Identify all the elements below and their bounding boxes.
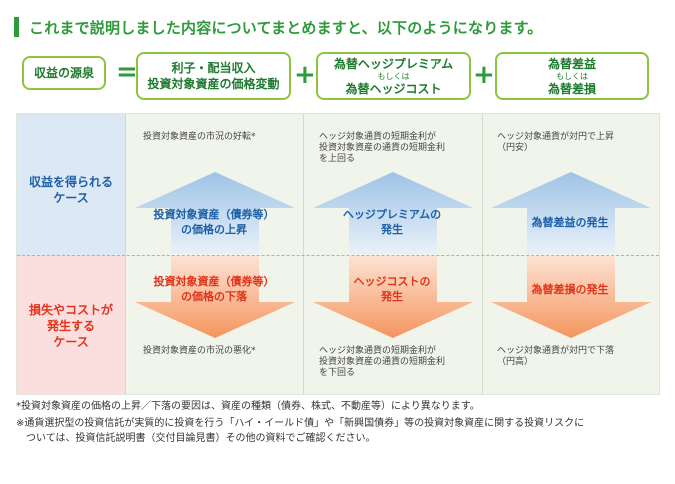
col2-down-label: ヘッジコストの 発生 bbox=[353, 275, 431, 303]
heading-text: これまで説明しました内容についてまとめますと、以下のようになります。 bbox=[29, 18, 543, 37]
col-divider-1 bbox=[125, 114, 126, 394]
col2-top-desc: ヘッジ対象通貨の短期金利が 投資対象資産の通貨の短期金利 を上回る bbox=[319, 132, 446, 164]
gain-row-label: 収益を得られる ケース bbox=[28, 175, 113, 205]
term2-b: 為替ヘッジコスト bbox=[345, 81, 442, 96]
col3-up-label: 為替差益の発生 bbox=[531, 216, 609, 229]
summary-matrix: 収益を得られる ケース 損失やコストが 発生する ケース 投資対象資産の市況の好転* … bbox=[16, 113, 660, 395]
footnote-asterisk: *投資対象資産の価格の上昇／下落の要因は、資産の種類（債券、株式、不動産等）によ… bbox=[16, 401, 480, 412]
col3-top-desc: ヘッジ対象通貨が対円で上昇 （円安） bbox=[497, 132, 615, 153]
term1-line2: 投資対象資産の価格変動 bbox=[147, 77, 280, 91]
term-box-1: 利子・配当収入 投資対象資産の価格変動 bbox=[136, 52, 291, 100]
term1-line1: 利子・配当収入 bbox=[171, 61, 256, 75]
col2-up-label: ヘッジプレミアムの 発生 bbox=[342, 208, 442, 236]
col1-up-label: 投資対象資産（債券等） の価格の上昇 bbox=[153, 208, 275, 236]
gain-row-header bbox=[17, 114, 125, 255]
term3-b: 為替差損 bbox=[547, 81, 596, 96]
col-divider-2 bbox=[303, 114, 304, 394]
source-box: 収益の源泉 bbox=[22, 56, 106, 90]
term3-a: 為替差益 bbox=[547, 56, 596, 71]
loss-row-header bbox=[17, 255, 125, 394]
term3-or: もしくは bbox=[556, 71, 588, 81]
heading-bar bbox=[14, 17, 19, 37]
term-box-3: 為替差益 もしくは 為替差損 bbox=[495, 52, 649, 100]
col1-down-label: 投資対象資産（債券等） の価格の下落 bbox=[153, 275, 275, 303]
col3-bottom-desc: ヘッジ対象通貨が対円で下落 （円高） bbox=[497, 346, 615, 367]
term2-a: 為替ヘッジプレミアム bbox=[333, 56, 454, 71]
row-divider bbox=[17, 255, 659, 256]
term2-or: もしくは bbox=[377, 71, 410, 81]
equals-sign: = bbox=[116, 57, 138, 87]
loss-row-label: 損失やコストが 発生する ケース bbox=[28, 303, 113, 349]
col2-bottom-desc: ヘッジ対象通貨の短期金利が 投資対象資産の通貨の短期金利 を下回る bbox=[319, 346, 446, 378]
footnote-risk-line1: ※通貨選択型の投資信託が実質的に投資を行う「ハイ・イールド債」や「新興国債券」等… bbox=[16, 418, 585, 429]
section-heading: これまで説明しました内容についてまとめますと、以下のようになります。 bbox=[14, 16, 543, 38]
source-label: 収益の源泉 bbox=[33, 66, 94, 80]
term-box-2: 為替ヘッジプレミアム もしくは 為替ヘッジコスト bbox=[316, 52, 471, 100]
col3-down-label: 為替差損の発生 bbox=[531, 283, 609, 296]
col1-top-desc: 投資対象資産の市況の好転* bbox=[143, 132, 256, 142]
footnote-risk-line2: ついては、投資信託説明書（交付目論見書）その他の資料でご確認ください。 bbox=[16, 433, 376, 444]
plus-sign-2: + bbox=[473, 60, 495, 90]
col-divider-3 bbox=[482, 114, 483, 394]
col1-bottom-desc: 投資対象資産の市況の悪化* bbox=[143, 346, 256, 356]
plus-sign-1: + bbox=[294, 60, 316, 90]
